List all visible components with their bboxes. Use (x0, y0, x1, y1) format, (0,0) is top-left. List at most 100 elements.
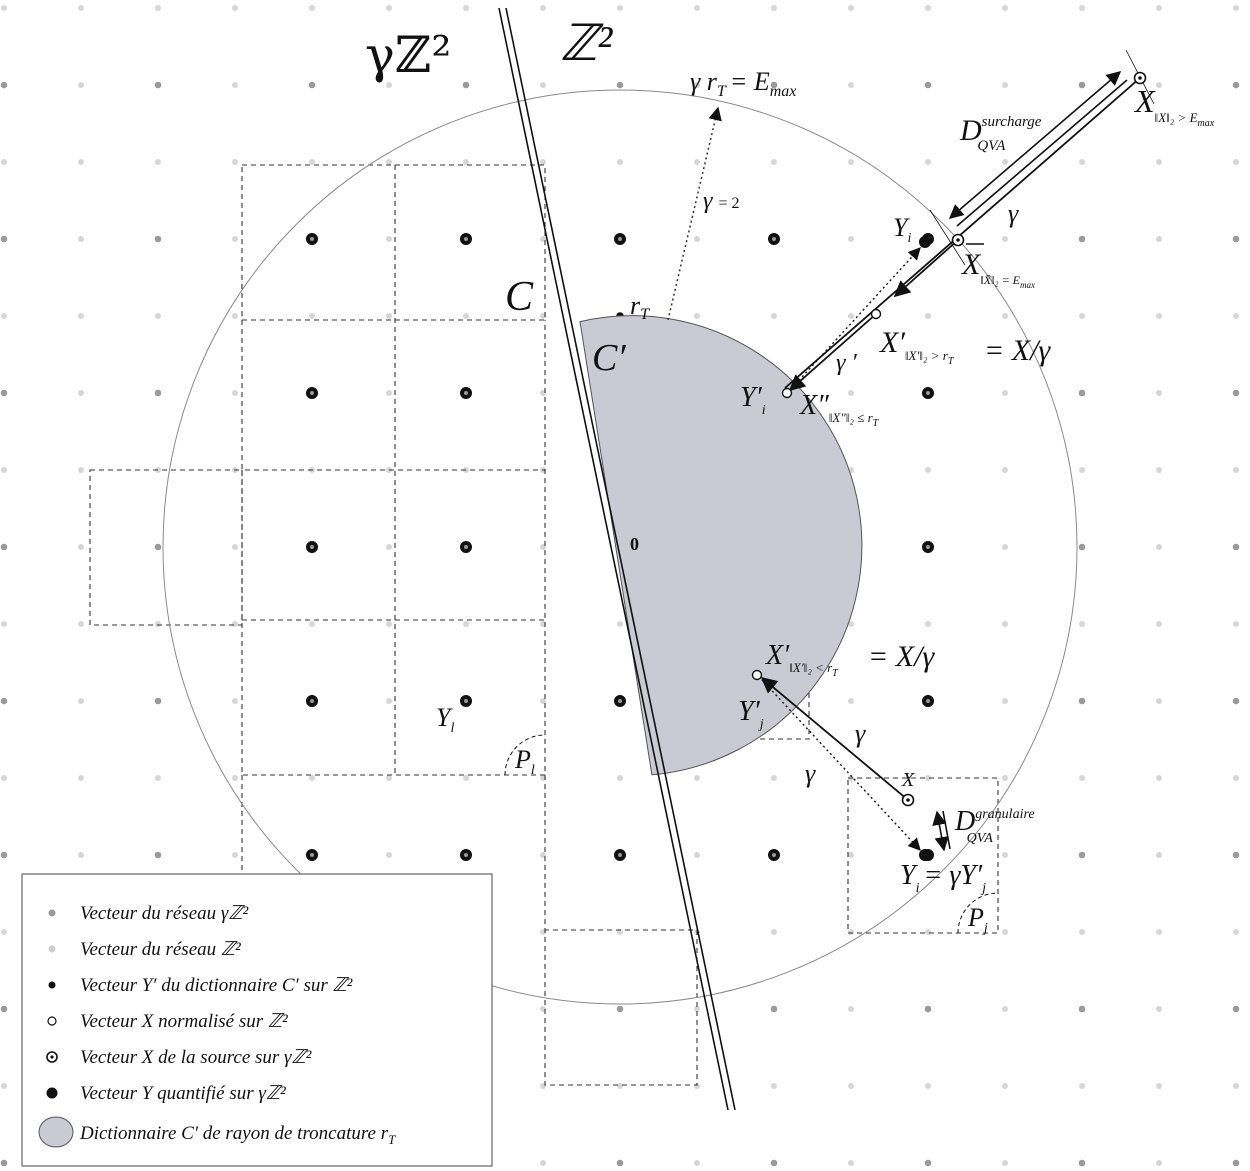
lattice-z2-vector (155, 313, 161, 319)
label-X-bar: X‖X̄‖₂ = Emax (961, 248, 1035, 290)
lattice-z2-vector (78, 621, 84, 627)
lattice-z2-vector (617, 159, 623, 165)
lattice-z2-vector (771, 5, 777, 11)
legend-item-5: Vecteur X de la source sur γℤ² (80, 1047, 312, 1068)
lattice-z2-vector (617, 1083, 623, 1089)
legend: Vecteur du réseau γℤ² Vecteur du réseau … (21, 873, 493, 1167)
lattice-z2-vector (771, 929, 777, 935)
lattice-gamma-vector (1078, 235, 1086, 243)
lattice-z2-vector (771, 313, 777, 319)
quantized-vector-core (464, 699, 468, 703)
lattice-z2-vector (78, 852, 84, 858)
label-gamma-a: γ (1008, 199, 1019, 228)
lattice-z2-vector (1079, 5, 1085, 11)
lattice-gamma-vector (0, 697, 8, 705)
lattice-z2-vector (925, 1083, 931, 1089)
gamma-arrow-lower (760, 676, 909, 801)
lattice-z2-vector (1002, 5, 1008, 11)
lattice-gamma-vector (0, 543, 8, 551)
lattice-z2-vector (463, 5, 469, 11)
legend-item-4: Vecteur X normalisé sur ℤ² (80, 1011, 288, 1032)
vector-X-overload (1133, 71, 1147, 85)
lattice-gamma-vector (0, 851, 8, 859)
label-X-small: X (901, 769, 915, 791)
lattice-gamma-vector (154, 851, 162, 859)
separator-double-line (498, 7, 736, 1111)
lattice-z2-vector (1156, 852, 1162, 858)
lattice-z2-vector (155, 775, 161, 781)
lattice-z2-vector (1079, 621, 1085, 627)
lattice-gamma-vector (1232, 389, 1240, 397)
lattice-z2-vector (694, 313, 700, 319)
cell-grid-upper (241, 164, 546, 776)
lattice-z2-vector (771, 1083, 777, 1089)
lattice-z2-vector (1002, 1083, 1008, 1089)
lattice-z2-vector (1002, 1160, 1008, 1166)
D-surcharge-arrow-a (948, 71, 1122, 219)
lattice-gamma-vector (1078, 697, 1086, 705)
label-gamma-Z2: γℤ² (365, 26, 451, 84)
lattice-z2-vector (925, 621, 931, 627)
lattice-z2-vector (1156, 1160, 1162, 1166)
lattice-z2-vector (1079, 1083, 1085, 1089)
lattice-z2-vector (1002, 467, 1008, 473)
lattice-gamma-vector (154, 389, 162, 397)
radius-line (667, 106, 722, 321)
lattice-z2-vector (1156, 544, 1162, 550)
lattice-z2-vector (1002, 775, 1008, 781)
lattice-z2-vector (1156, 929, 1162, 935)
lattice-z2-vector (848, 1006, 854, 1012)
lattice-gamma-vector (616, 1005, 624, 1013)
lattice-z2-vector (1002, 236, 1008, 242)
lattice-z2-vector (1, 5, 7, 11)
vector-Y-i-bottom (919, 849, 931, 861)
legend-item-6: Vecteur Y quantifié sur γℤ² (80, 1083, 286, 1104)
lattice-z2-vector (771, 775, 777, 781)
lattice-gamma-vector (1078, 81, 1086, 89)
quantized-vector-core (772, 237, 776, 241)
legend-symbol-normalized-x (47, 1016, 57, 1026)
lattice-z2-vector (848, 1083, 854, 1089)
label-C: C (505, 274, 534, 320)
quantized-vector-core (926, 545, 930, 549)
lattice-gamma-vector (1232, 1159, 1240, 1167)
energy-circle (162, 89, 1078, 1005)
lattice-z2-vector (1233, 5, 1239, 11)
quantized-vector-core (926, 391, 930, 395)
lattice-gamma-vector (616, 1159, 624, 1167)
quantized-vector-core (310, 391, 314, 395)
lattice-z2-vector (155, 159, 161, 165)
label-Z2: ℤ² (560, 15, 613, 71)
label-zero: 0 (630, 534, 639, 554)
D-surcharge-arrow-b (956, 79, 1128, 227)
lattice-z2-vector (386, 544, 392, 550)
label-P-l: Pl (514, 745, 535, 778)
legend-symbol-dictionary-vector (48, 981, 56, 989)
lattice-z2-vector (78, 236, 84, 242)
lattice-z2-vector (848, 852, 854, 858)
lattice-z2-vector (232, 544, 238, 550)
lattice-z2-vector (1156, 1006, 1162, 1012)
lattice-z2-vector (848, 236, 854, 242)
label-P-j: Pj (967, 903, 988, 936)
lattice-z2-vector (1233, 313, 1239, 319)
lattice-z2-vector (155, 621, 161, 627)
tick-lower (929, 209, 966, 266)
lattice-z2-vector (1233, 775, 1239, 781)
lattice-z2-vector (155, 5, 161, 11)
D-granular-arrow-b (942, 810, 951, 850)
quantized-vector-core (464, 237, 468, 241)
lattice-z2-vector (1079, 159, 1085, 165)
lattice-gamma-vector (308, 81, 316, 89)
lattice-z2-vector (1156, 390, 1162, 396)
lattice-gamma-vector (462, 81, 470, 89)
lattice-z2-vector (1, 159, 7, 165)
label-X-prime-out: X′‖X′‖₂ > rT (879, 326, 955, 367)
label-gamma-prime: γ ′ (836, 350, 857, 376)
lattice-z2-vector (232, 82, 238, 88)
legend-item-1: Vecteur du réseau γℤ² (80, 903, 249, 924)
labels: γℤ² ℤ² γ rT = Emax γ = 2 C C′ rT 0 Dsurcha… (365, 15, 1215, 936)
cell-left (89, 469, 243, 626)
lattice-z2-vector (1002, 390, 1008, 396)
lattice-z2-vector (232, 775, 238, 781)
